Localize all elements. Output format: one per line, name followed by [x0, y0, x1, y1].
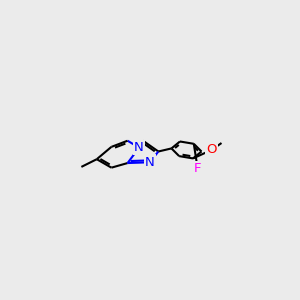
- Text: N: N: [134, 141, 144, 154]
- Text: O: O: [206, 143, 217, 157]
- Text: N: N: [145, 156, 155, 169]
- Text: F: F: [194, 162, 201, 175]
